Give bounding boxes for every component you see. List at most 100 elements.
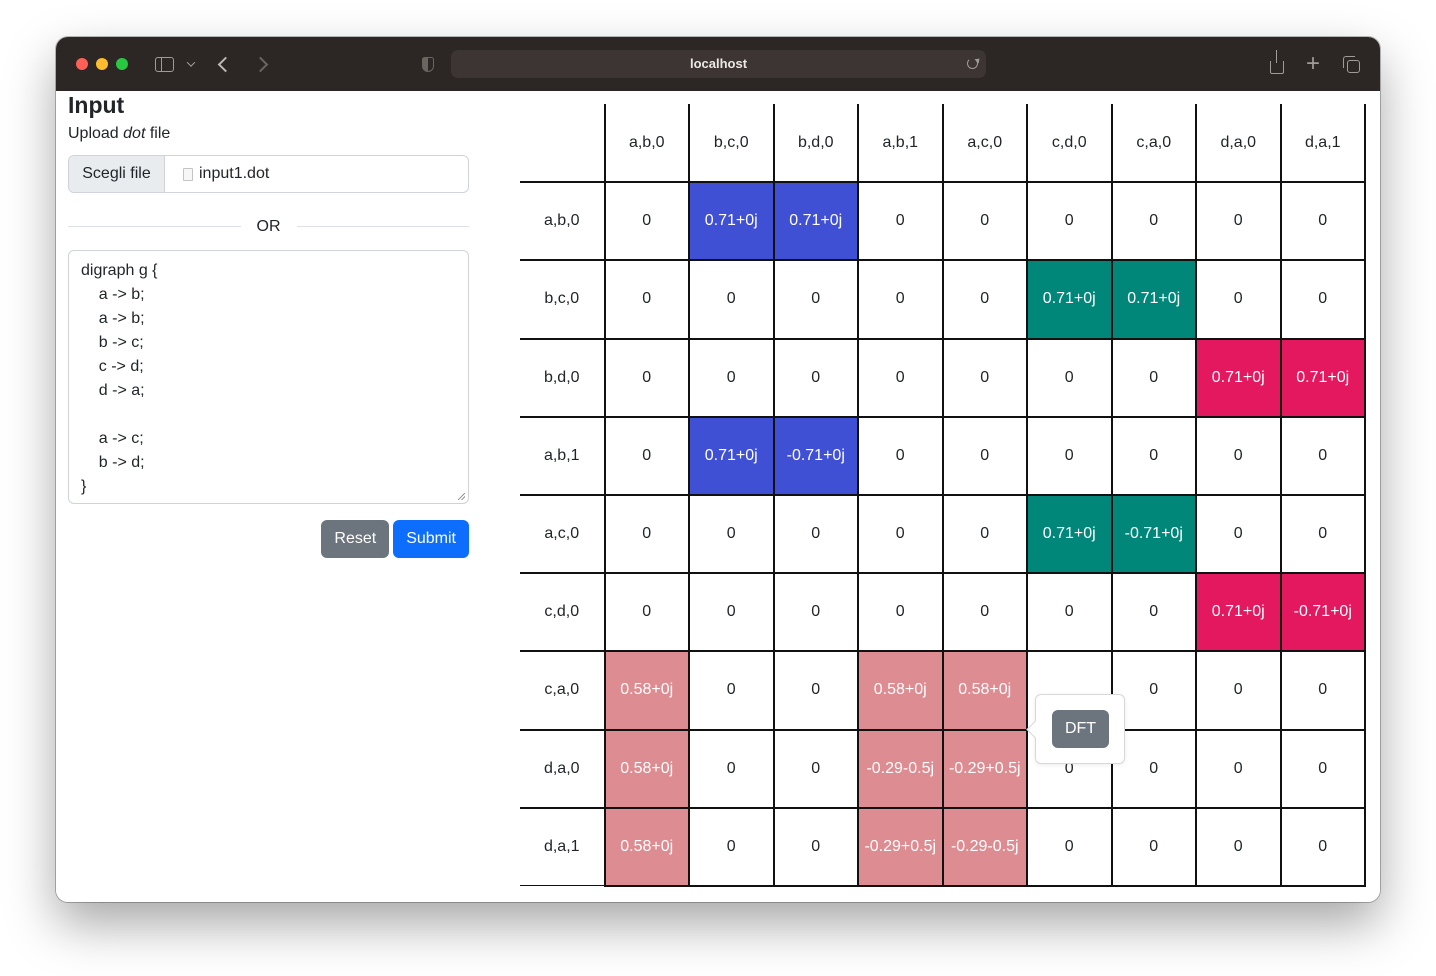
matrix-cell[interactable]: 0.71+0j <box>1026 259 1113 340</box>
matrix-cell[interactable]: 0 <box>1110 806 1197 887</box>
matrix-cell[interactable]: 0 <box>603 181 690 262</box>
matrix-cell[interactable]: 0 <box>688 493 775 575</box>
matrix-cell[interactable]: 0.71+0j <box>688 415 775 496</box>
sidebar-toggle-icon[interactable] <box>153 51 175 77</box>
matrix-cell[interactable]: 0.71+0j <box>1195 572 1282 653</box>
matrix-cell[interactable]: 0 <box>857 572 944 653</box>
input-heading: Input <box>68 92 125 118</box>
matrix-cell[interactable]: 0 <box>941 181 1028 262</box>
matrix-cell[interactable]: 0 <box>1195 259 1282 340</box>
matrix-cell[interactable]: 0 <box>1279 259 1366 340</box>
matrix-cell[interactable]: 0 <box>688 337 775 418</box>
matrix-cell[interactable]: 0 <box>688 728 775 809</box>
choose-file-button[interactable]: Scegli file <box>69 156 165 192</box>
matrix-cell[interactable]: 0 <box>1279 806 1366 887</box>
matrix-cell[interactable]: -0.29-0.5j <box>941 806 1028 887</box>
matrix-cell[interactable]: 0.58+0j <box>603 650 690 731</box>
back-arrow-icon[interactable] <box>216 51 234 77</box>
matrix-cell[interactable]: 0.58+0j <box>857 650 944 731</box>
share-icon[interactable] <box>1267 50 1287 77</box>
matrix-cell[interactable]: 0 <box>857 493 944 575</box>
matrix-cell[interactable]: 0 <box>941 259 1028 340</box>
matrix-cell[interactable]: 0 <box>857 415 944 496</box>
matrix-cell[interactable]: 0.58+0j <box>941 650 1028 731</box>
matrix-cell[interactable]: 0 <box>603 415 690 496</box>
matrix-cell[interactable]: 0 <box>1279 650 1366 731</box>
matrix-cell[interactable]: 0 <box>1279 415 1366 496</box>
matrix-cell[interactable]: 0.71+0j <box>772 181 859 262</box>
matrix-cell[interactable]: -0.71+0j <box>1110 493 1197 575</box>
matrix-cell[interactable]: 0 <box>1026 572 1113 653</box>
dft-button[interactable]: DFT <box>1052 710 1109 748</box>
matrix-cell[interactable]: 0 <box>1279 728 1366 809</box>
matrix-cell[interactable]: 0 <box>1195 650 1282 731</box>
matrix-cell[interactable]: -0.71+0j <box>772 415 859 496</box>
matrix-cell[interactable]: 0 <box>603 493 690 575</box>
matrix-cell[interactable]: 0 <box>857 337 944 418</box>
matrix-cell[interactable]: 0 <box>1195 181 1282 262</box>
minimize-window-button[interactable] <box>96 58 108 70</box>
matrix-cell[interactable]: 0 <box>941 337 1028 418</box>
forward-arrow-icon[interactable] <box>251 51 269 77</box>
matrix-cell[interactable]: 0.71+0j <box>1195 337 1282 418</box>
matrix-cell[interactable]: 0.71+0j <box>1110 259 1197 340</box>
matrix-row: b,c,0 0 0 0 0 0 0.71+0j 0.71+0j 0 0 <box>520 259 1366 340</box>
matrix-cell[interactable]: 0 <box>603 572 690 653</box>
matrix-cell[interactable]: 0 <box>941 572 1028 653</box>
matrix-cell[interactable]: -0.29+0.5j <box>941 728 1028 809</box>
maximize-window-button[interactable] <box>116 58 128 70</box>
matrix-cell[interactable]: 0.71+0j <box>1279 337 1366 418</box>
matrix-cell[interactable]: 0 <box>1279 493 1366 575</box>
matrix-cell[interactable]: 0 <box>1195 728 1282 809</box>
matrix-cell[interactable]: 0 <box>1195 806 1282 887</box>
matrix-cell[interactable]: 0 <box>1110 181 1197 262</box>
matrix-cell[interactable]: 0 <box>1110 415 1197 496</box>
matrix-cell[interactable]: 0 <box>1110 572 1197 653</box>
matrix-cell[interactable]: 0.71+0j <box>688 181 775 262</box>
matrix-cell[interactable]: -0.29-0.5j <box>857 728 944 809</box>
matrix-cell[interactable]: -0.29+0.5j <box>857 806 944 887</box>
matrix-cell[interactable]: -0.71+0j <box>1279 572 1366 653</box>
matrix-cell[interactable]: 0 <box>772 337 859 418</box>
tab-overview-icon[interactable] <box>1341 51 1361 77</box>
column-header: d,a,0 <box>1195 104 1282 184</box>
matrix-cell[interactable]: 0 <box>857 181 944 262</box>
matrix-cell[interactable]: 0 <box>1110 337 1197 418</box>
matrix-cell[interactable]: 0 <box>1026 181 1113 262</box>
privacy-shield-icon[interactable] <box>420 51 436 77</box>
matrix-cell[interactable]: 0 <box>688 806 775 887</box>
matrix-cell[interactable]: 0 <box>603 337 690 418</box>
matrix-cell[interactable]: 0 <box>688 259 775 340</box>
matrix-cell[interactable]: 0.71+0j <box>1026 493 1113 575</box>
matrix-cell[interactable]: 0 <box>688 650 775 731</box>
matrix-cell[interactable]: 0 <box>772 259 859 340</box>
matrix-cell[interactable]: 0 <box>772 572 859 653</box>
matrix-cell[interactable]: 0 <box>688 572 775 653</box>
matrix-cell[interactable]: 0 <box>772 493 859 575</box>
submit-button[interactable]: Submit <box>393 520 469 558</box>
file-input[interactable]: Scegli file input1.dot <box>68 155 469 193</box>
matrix-cell[interactable]: 0 <box>857 259 944 340</box>
matrix-cell[interactable]: 0 <box>1279 181 1366 262</box>
row-header: c,a,0 <box>520 650 606 731</box>
matrix-cell[interactable]: 0 <box>772 806 859 887</box>
close-window-button[interactable] <box>76 58 88 70</box>
matrix-cell[interactable]: 0 <box>772 650 859 731</box>
matrix-cell[interactable]: 0 <box>941 415 1028 496</box>
reload-icon[interactable] <box>967 58 978 69</box>
matrix-cell[interactable]: 0 <box>772 728 859 809</box>
chevron-down-icon[interactable] <box>183 51 199 77</box>
matrix-cell[interactable]: 0 <box>1026 415 1113 496</box>
matrix-cell[interactable]: 0.58+0j <box>603 728 690 809</box>
matrix-cell[interactable]: 0 <box>1195 493 1282 575</box>
matrix-cell[interactable]: 0 <box>603 259 690 340</box>
matrix-cell[interactable]: 0 <box>1026 337 1113 418</box>
new-tab-icon[interactable]: + <box>1305 50 1320 77</box>
dot-source-textarea[interactable]: digraph g { a -> b; a -> b; b -> c; c ->… <box>68 250 469 504</box>
address-bar[interactable]: localhost <box>451 50 986 78</box>
matrix-cell[interactable]: 0 <box>1195 415 1282 496</box>
reset-button[interactable]: Reset <box>321 520 390 558</box>
matrix-cell[interactable]: 0 <box>1026 806 1113 887</box>
matrix-cell[interactable]: 0 <box>941 493 1028 575</box>
matrix-cell[interactable]: 0.58+0j <box>603 806 690 887</box>
